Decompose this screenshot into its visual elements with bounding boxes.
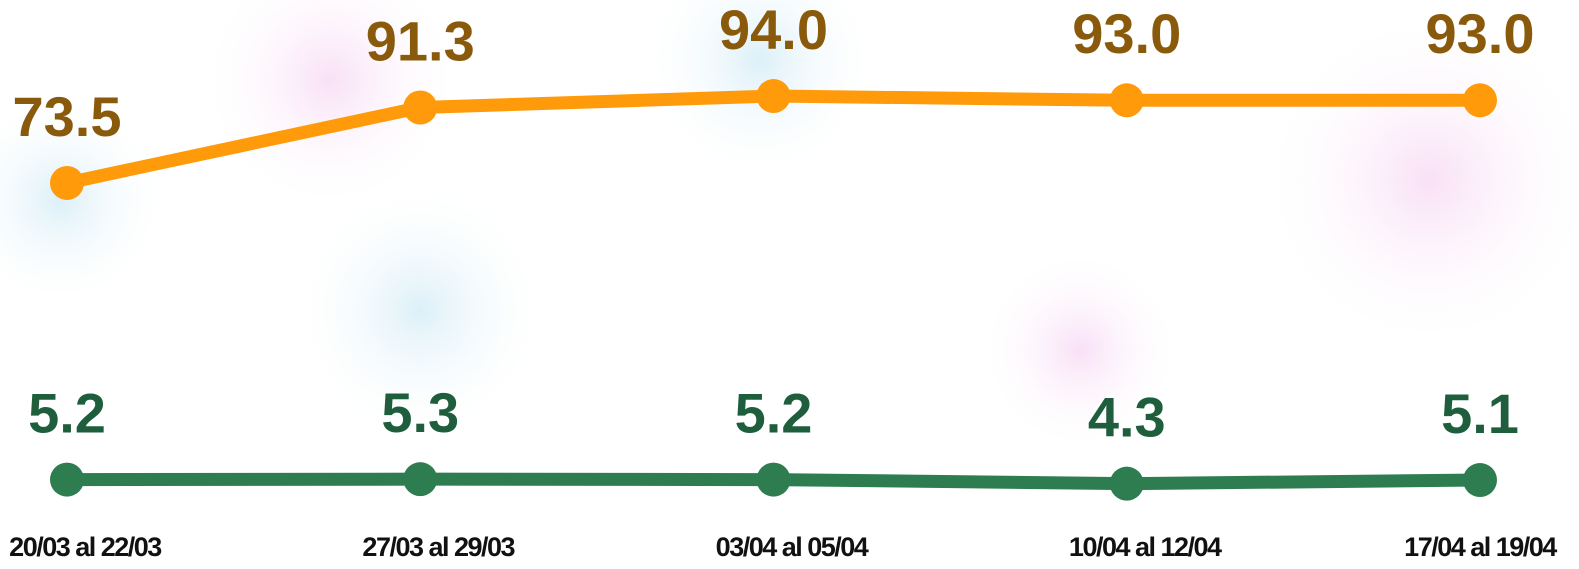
- x-tick-label: 17/04 al 19/04: [1404, 532, 1557, 562]
- value-label: 93.0: [1426, 2, 1535, 65]
- x-tick-label: 03/04 al 05/04: [716, 532, 869, 562]
- data-point: [50, 166, 84, 200]
- data-point: [1463, 83, 1497, 117]
- value-label: 5.3: [381, 381, 459, 444]
- value-label: 73.5: [13, 85, 122, 148]
- data-point: [757, 463, 791, 497]
- x-tick-label: 10/04 al 12/04: [1069, 532, 1222, 562]
- data-point: [1463, 463, 1497, 497]
- data-point: [50, 463, 84, 497]
- value-label: 94.0: [719, 0, 828, 61]
- chart: 73.5 91.3 94.0 93.0 93.0 5.2 5.3 5.2 4.3 5.1 20/03…: [0, 0, 1579, 569]
- data-point: [1110, 83, 1144, 117]
- data-point: [403, 462, 437, 496]
- x-tick-label: 20/03 al 22/03: [9, 532, 162, 562]
- data-point: [1110, 467, 1144, 501]
- value-label: 5.2: [28, 381, 106, 444]
- value-label: 4.3: [1088, 385, 1166, 448]
- x-tick-label: 27/03 al 29/03: [362, 532, 515, 562]
- value-label: 93.0: [1072, 2, 1181, 65]
- value-label: 91.3: [366, 9, 475, 72]
- value-label: 5.1: [1441, 382, 1519, 445]
- data-point: [403, 90, 437, 124]
- value-label: 5.2: [735, 381, 813, 444]
- data-point: [757, 79, 791, 113]
- page: {"chart_data": {"type": "line", "categor…: [0, 0, 1579, 569]
